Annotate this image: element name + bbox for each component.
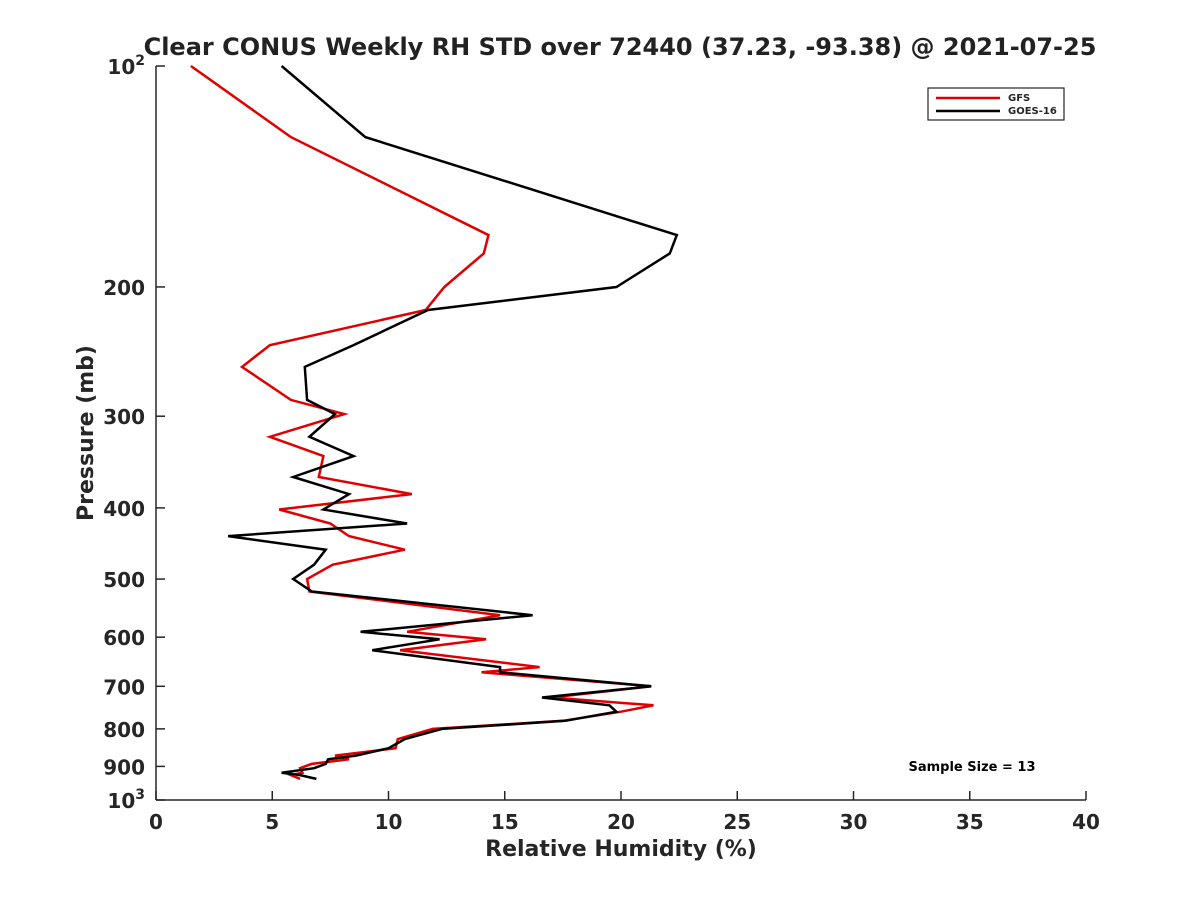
x-tick-label: 5 <box>265 810 279 834</box>
y-tick-label: 300 <box>103 405 145 429</box>
legend: GFS GOES-16 <box>927 87 1065 121</box>
y-tick-label: 500 <box>103 568 145 592</box>
legend-label-goes-16: GOES-16 <box>1008 106 1057 117</box>
y-axis-label: Pressure (mb) <box>74 345 99 521</box>
x-tick-label: 20 <box>607 810 635 834</box>
legend-label-gfs: GFS <box>1008 93 1030 104</box>
y-tick-label: 103 <box>107 787 145 813</box>
y-tick-label: 102 <box>107 53 145 79</box>
y-tick-label: 200 <box>103 276 145 300</box>
x-tick-label: 0 <box>149 810 163 834</box>
series-line-goes-16 <box>227 65 679 781</box>
y-tick-label: 400 <box>103 497 145 521</box>
x-tick-label: 40 <box>1072 810 1100 834</box>
y-tick-label: 600 <box>103 626 145 650</box>
y-ticks: 102 200 300 400 500 600 700 800 900 103 <box>103 53 165 813</box>
x-tick-label: 25 <box>723 810 751 834</box>
x-axis-label: Relative Humidity (%) <box>485 837 757 862</box>
x-tick-label: 35 <box>956 810 984 834</box>
sample-size-annotation: Sample Size = 13 <box>908 760 1035 775</box>
plot-lines <box>190 64 679 781</box>
x-ticks: 0 5 10 15 20 25 30 35 40 <box>149 791 1100 834</box>
legend-box <box>927 87 1065 121</box>
y-tick-label: 900 <box>103 755 145 779</box>
x-tick-label: 10 <box>375 810 403 834</box>
y-tick-label: 800 <box>103 718 145 742</box>
y-tick-label: 700 <box>103 675 145 699</box>
chart-title: Clear CONUS Weekly RH STD over 72440 (37… <box>144 33 1097 61</box>
x-tick-label: 30 <box>840 810 868 834</box>
x-tick-label: 15 <box>491 810 519 834</box>
